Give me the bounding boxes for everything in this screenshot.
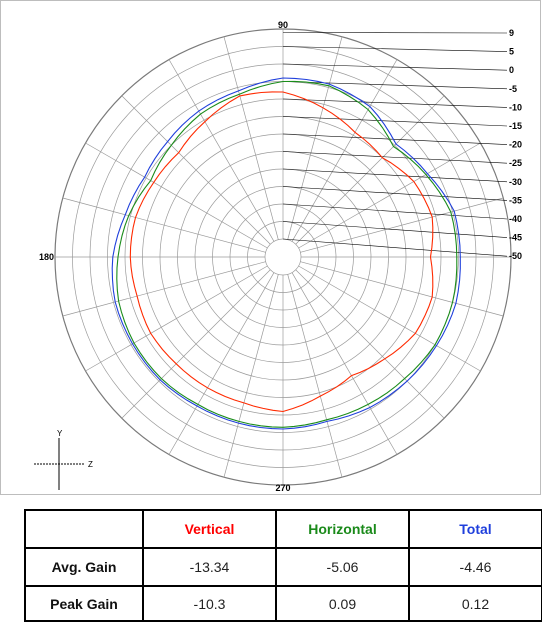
series-vertical-curve <box>129 91 434 413</box>
header-vertical: Vertical <box>142 509 277 549</box>
tick-leader <box>282 151 508 164</box>
tick-label: -35 <box>509 195 522 205</box>
table-row: Avg. Gain -13.34 -5.06 -4.46 <box>24 547 542 587</box>
tick-leader <box>282 63 508 71</box>
tick-leader <box>282 98 508 108</box>
grid-spoke <box>121 269 271 419</box>
tick-leader <box>282 221 508 238</box>
tick-label: -15 <box>509 121 522 131</box>
tick-label: 9 <box>509 28 514 38</box>
grid-spoke <box>300 197 504 253</box>
table-row: Peak Gain -10.3 0.09 0.12 <box>24 585 542 622</box>
tick-label: -50 <box>509 251 522 261</box>
grid-ring <box>264 238 302 276</box>
tick-leader <box>282 203 508 220</box>
grid-spoke <box>62 261 266 317</box>
grid-spoke <box>291 59 398 242</box>
tick-label: -20 <box>509 140 522 150</box>
grid-spoke <box>85 265 268 372</box>
tick-label: -30 <box>509 177 522 187</box>
axis-triad: Y Z <box>34 429 93 490</box>
grid-spoke <box>287 274 343 478</box>
grid-spoke <box>295 95 445 245</box>
tick-leader <box>282 81 508 90</box>
header-horizontal: Horizontal <box>275 509 410 549</box>
avg-gain-total: -4.46 <box>408 547 542 587</box>
series-horizontal-curve <box>116 80 458 428</box>
tick-leader <box>282 46 508 52</box>
grid-spoke <box>298 265 481 372</box>
avg-gain-vertical: -13.34 <box>142 547 277 587</box>
angle-label-90: 90 <box>278 20 288 30</box>
gain-curves <box>111 77 461 430</box>
tick-leader <box>282 168 508 183</box>
tick-leader <box>282 133 508 145</box>
row-label-avg-gain: Avg. Gain <box>24 547 144 587</box>
grid-spoke <box>298 142 481 249</box>
tick-label: -5 <box>509 84 517 94</box>
avg-gain-horizontal: -5.06 <box>275 547 410 587</box>
table-header-row: Vertical Horizontal Total <box>24 509 542 549</box>
series-total-curve <box>111 77 461 430</box>
grid-spoke <box>85 142 268 249</box>
tick-leader <box>282 116 508 127</box>
grid-spoke <box>168 272 275 455</box>
polar-plot-frame: 9 5 0 -5 -10 -15 -20 -25 -30 -35 -40 -45 -50 90 180 … <box>0 0 541 495</box>
peak-gain-horizontal: 0.09 <box>275 585 410 622</box>
tick-label: 5 <box>509 47 514 57</box>
tick-label: -45 <box>509 233 522 243</box>
tick-leader <box>282 238 508 257</box>
angle-label-270: 270 <box>275 483 290 493</box>
grid-spoke <box>223 274 279 478</box>
tick-label: -40 <box>509 214 522 224</box>
header-total: Total <box>408 509 542 549</box>
grid-spoke <box>291 272 398 455</box>
triad-y-label: Y <box>57 429 63 438</box>
radial-tick-labels: 9 5 0 -5 -10 -15 -20 -25 -30 -35 -40 -45 -50 <box>282 28 522 261</box>
grid-spoke <box>168 59 275 242</box>
grid-spoke <box>223 36 279 240</box>
peak-gain-total: 0.12 <box>408 585 542 622</box>
grid-spoke <box>300 261 504 317</box>
gain-results-table: Vertical Horizontal Total Avg. Gain -13.… <box>24 509 542 622</box>
grid-spoke <box>295 269 445 419</box>
polar-grid <box>54 28 512 486</box>
polar-radiation-chart: 950-5-10-15-20-25-30-35-40-45-50 90 180 … <box>34 20 522 493</box>
tick-leader <box>282 32 508 34</box>
tick-label: -10 <box>509 102 522 112</box>
grid-spoke <box>287 36 343 240</box>
peak-gain-vertical: -10.3 <box>142 585 277 622</box>
tick-label: 0 <box>509 65 514 75</box>
angle-label-180: 180 <box>39 252 54 262</box>
tick-label: -25 <box>509 158 522 168</box>
triad-z-label: Z <box>88 460 93 469</box>
row-label-peak-gain: Peak Gain <box>24 585 144 622</box>
grid-spoke <box>62 197 266 253</box>
grid-spoke <box>121 95 271 245</box>
tick-leader <box>282 186 508 201</box>
header-empty-cell <box>24 509 144 549</box>
